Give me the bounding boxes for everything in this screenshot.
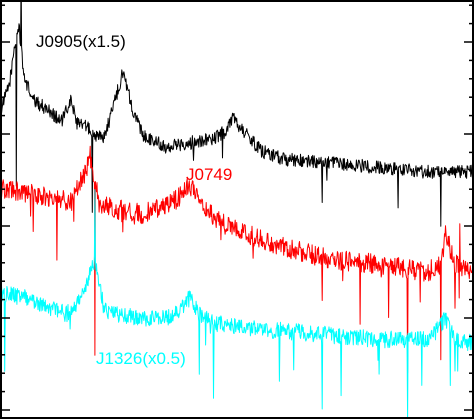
series-line-j0905-x1-5 — [0, 0, 474, 227]
series-line-j1326-x0-5 — [0, 189, 474, 419]
series-line-j0749 — [0, 145, 474, 374]
series-label-j0905: J0905(x1.5) — [36, 32, 126, 51]
series-label-j0749: J0749 — [186, 165, 232, 184]
series-label-j1326: J1326(x0.5) — [96, 349, 186, 368]
